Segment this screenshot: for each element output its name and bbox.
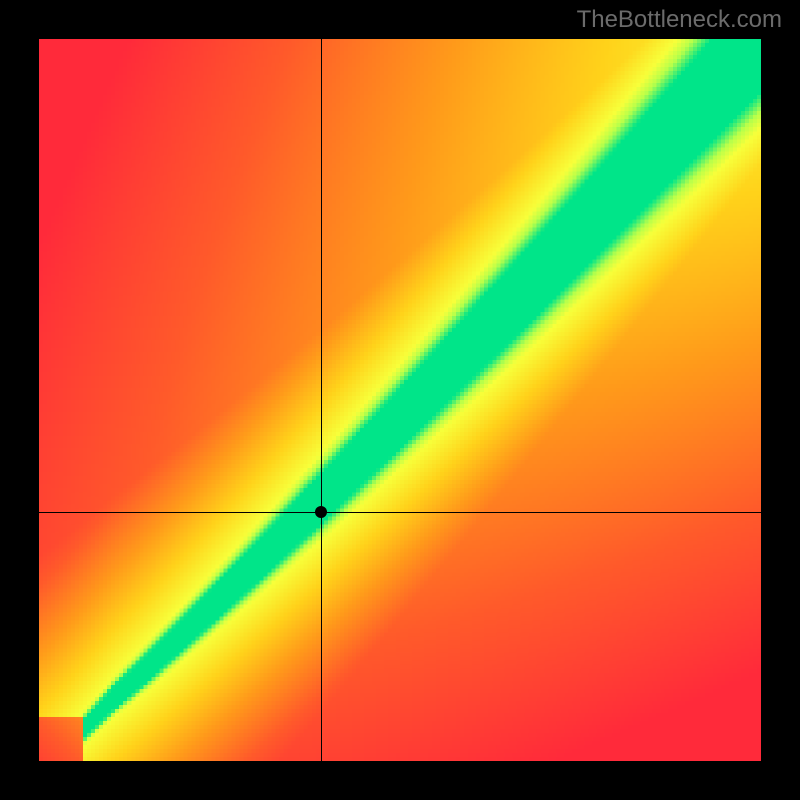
crosshair-marker	[315, 506, 327, 518]
crosshair-horizontal	[39, 512, 761, 513]
plot-area	[39, 39, 761, 761]
bottleneck-heatmap	[39, 39, 761, 761]
crosshair-vertical	[321, 39, 322, 761]
watermark-text: TheBottleneck.com	[577, 6, 782, 34]
